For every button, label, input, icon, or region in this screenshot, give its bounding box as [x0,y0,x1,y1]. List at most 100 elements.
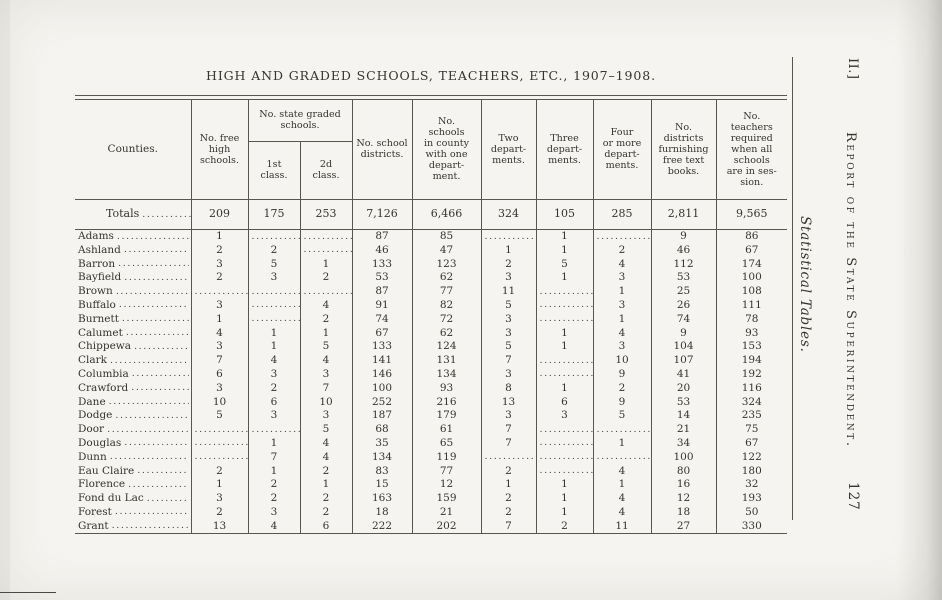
value-cell: 1 [535,477,593,492]
value-cell: 3 [592,270,651,285]
value-cell: 1 [247,436,300,451]
county-name: Ashland [78,243,121,256]
value-cell: 1 [592,477,651,492]
value-cell: 1 [247,464,300,478]
value-cell: 5 [480,339,536,354]
value-cell: 3 [247,367,300,382]
empty-cell-dots [482,230,536,244]
margin-section-label: Statistical Tables. [797,216,813,353]
table-row: Crawford3271009381220116 [75,381,787,396]
empty-cell-dots [192,423,248,437]
value-cell: 193 [715,491,787,506]
value-cell: 93 [411,381,481,396]
margin-vertical-rule [792,57,793,520]
county-name: Dane [78,395,106,408]
value-cell: 3 [190,257,248,271]
value-cell: 2 [247,477,300,492]
empty-cell-dots [482,450,536,464]
value-cell: 3 [535,408,593,423]
value-cell: 3 [299,408,352,423]
value-cell: 131 [411,353,481,368]
statistics-table-container: Counties. No. free high schools. No. sta… [75,95,787,535]
value-cell: 3 [480,408,536,423]
empty-cell-dots [249,312,300,326]
value-cell: 53 [650,270,716,285]
county-cell: Calumet [75,326,191,340]
county-cell: Crawford [75,381,191,395]
value-cell: 21 [411,505,481,520]
value-cell [190,284,248,299]
table-row: Brown877711125108 [75,284,787,299]
totals-value-cell: 105 [535,199,593,230]
value-cell [535,298,593,313]
value-cell: 134 [411,367,481,382]
county-name: Bayfield [78,271,122,284]
value-cell: 6 [299,519,352,534]
dot-leader [112,519,189,533]
value-cell: 3 [480,270,536,285]
value-cell [535,422,593,437]
value-cell: 75 [715,422,787,437]
value-cell: 1 [535,339,593,354]
value-cell: 1 [535,243,593,258]
empty-cell-dots [594,230,651,244]
value-cell: 2 [299,464,352,478]
value-cell: 15 [351,477,412,492]
empty-cell-dots [249,230,300,244]
value-cell: 104 [650,339,716,354]
county-name-wrap: Columbia [75,367,191,381]
value-cell: 1 [299,326,352,340]
county-name: Forest [78,505,112,518]
value-cell: 85 [411,229,481,244]
value-cell: 134 [351,450,412,465]
statistics-table: Counties. No. free high schools. No. sta… [75,98,787,535]
value-cell: 112 [650,257,716,271]
county-cell: Dodge [75,409,191,423]
dot-leader [132,367,189,381]
value-cell [247,284,300,299]
value-cell: 4 [247,353,300,368]
empty-cell-dots [249,423,300,437]
value-cell: 7 [480,353,536,368]
value-cell: 2 [299,505,352,520]
value-cell: 32 [715,477,787,492]
county-cell: Fond du Lac [75,492,191,506]
value-cell: 2 [592,243,651,258]
value-cell: 2 [299,270,352,285]
value-cell: 133 [351,257,412,271]
header-first-class: 1st class. [247,141,300,200]
value-cell: 1 [190,477,248,492]
header-four-departments: Four or more depart- ments. [592,99,651,200]
value-cell [535,284,593,299]
empty-cell-dots [537,298,593,312]
county-name-wrap: Brown [75,285,191,299]
table-row: Barron351133123254112174 [75,257,787,271]
value-cell: 9 [592,367,651,382]
county-name: Eau Claire [78,464,135,477]
value-cell: 5 [592,408,651,423]
value-cell: 26 [650,298,716,313]
dot-leader [115,505,189,519]
table-row: Douglas143565713467 [75,436,787,451]
value-cell: 194 [715,353,787,368]
county-name-wrap: Clark [75,354,191,368]
value-cell: 7 [480,519,536,534]
value-cell: 202 [411,519,481,534]
value-cell: 2 [190,464,248,478]
dot-leader [124,243,189,257]
value-cell: 1 [592,312,651,327]
value-cell: 2 [480,505,536,520]
scan-artifact-line [0,591,56,593]
value-cell: 5 [480,298,536,313]
value-cell: 2 [247,491,300,506]
county-cell: Florence [75,478,191,492]
value-cell [299,284,352,299]
header-three-departments: Three depart- ments. [535,99,593,200]
value-cell: 50 [715,505,787,520]
value-cell: 2 [299,491,352,506]
county-cell: Columbia [75,367,191,381]
value-cell: 111 [715,298,787,313]
value-cell: 1 [535,505,593,520]
